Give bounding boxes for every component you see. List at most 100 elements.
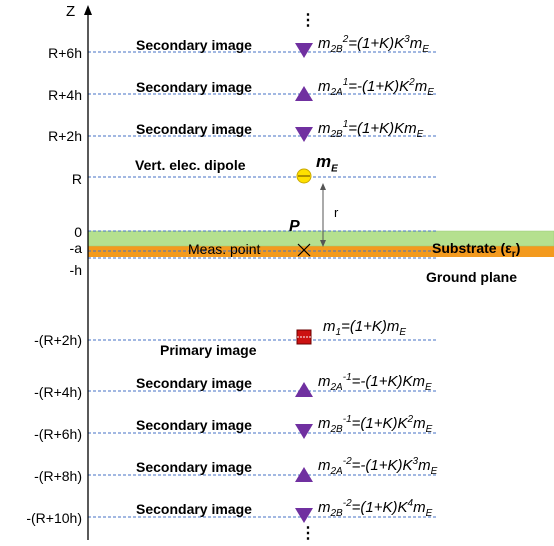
formula-part: =-(1+K)K <box>348 78 410 95</box>
formula-part: -1 <box>342 414 352 425</box>
formula-part: 2 <box>342 34 349 45</box>
formula-part: =(1+K)Km <box>348 120 417 137</box>
formula-part: E <box>399 327 407 338</box>
formula-part: E <box>425 382 432 393</box>
formula-part: 2B <box>330 129 343 140</box>
formula-part: m <box>418 457 431 474</box>
secondary-image-marker-up <box>295 86 313 101</box>
distance-r-label: r <box>334 205 339 220</box>
formula-part: E <box>430 466 438 477</box>
formula-part: 1 <box>335 327 342 338</box>
distance-arrow-top <box>320 183 326 190</box>
dipole-label: Vert. elec. dipole <box>135 157 246 173</box>
formula-part: E <box>416 129 424 140</box>
formula-part: =(1+K)m <box>341 318 400 335</box>
axis-tick-label: -(R+6h) <box>34 426 82 442</box>
substrate-label-text: Substrate (ε <box>432 240 512 256</box>
formula-m2b-1: m2B-1=(1+K)K2mE <box>318 414 432 435</box>
formula-part: m <box>316 152 332 171</box>
axis-tick-label: R <box>71 171 82 187</box>
axis-tick-label: 0 <box>74 224 82 240</box>
formula-part: E <box>427 87 434 98</box>
meas-point-label: Meas. point <box>188 241 261 257</box>
formula-part: 2 <box>407 414 414 425</box>
formula-part: m <box>413 499 426 516</box>
formula-part: m <box>318 120 331 137</box>
secondary-image-label: Secondary image <box>136 79 252 95</box>
axis-tick-label: R+4h <box>48 87 82 103</box>
secondary-image-marker-down <box>295 508 313 523</box>
formula-part: -2 <box>342 456 352 467</box>
formula-part: m <box>414 78 428 95</box>
z-axis-title: Z <box>66 3 76 20</box>
formula-part: 4 <box>407 498 414 509</box>
formula-part: =-(1+K)K <box>351 457 413 474</box>
formula-part: 3 <box>404 34 410 45</box>
formula-part: 2B <box>330 424 343 435</box>
formula-part: m <box>318 78 331 95</box>
formula-part: =(1+K)K <box>348 35 405 52</box>
continuation-dots-bottom: ⋮ <box>300 525 316 542</box>
formula-part: =(1+K)K <box>351 415 408 432</box>
formula-m2a-2: m2A-2=-(1+K)K3mE <box>318 456 437 477</box>
z-axis-arrowhead <box>84 5 92 15</box>
axis-tick-label: -(R+2h) <box>34 332 82 348</box>
substrate-label: Substrate (εr) <box>432 240 520 263</box>
secondary-image-marker-down <box>295 424 313 439</box>
formula-part: m <box>318 415 331 432</box>
formula-m2b-2: m2B-2=(1+K)K4mE <box>318 498 432 519</box>
formula-part: m <box>318 35 331 52</box>
continuation-dots-top: ⋮ <box>300 12 316 29</box>
secondary-image-label: Secondary image <box>136 501 252 517</box>
secondary-image-marker-down <box>295 127 313 142</box>
formula-part: 1 <box>342 119 349 130</box>
formula-part: =-(1+K)Km <box>351 373 425 390</box>
formula-me: mE <box>316 152 338 174</box>
formula-part: E <box>331 163 338 175</box>
axis-tick-label: R+2h <box>48 128 82 144</box>
axis-tick-label: -(R+4h) <box>34 384 82 400</box>
formula-part: 2 <box>409 77 415 88</box>
formula-part: m <box>413 415 426 432</box>
secondary-image-label: Secondary image <box>136 121 252 137</box>
axis-tick-label: -h <box>69 262 82 278</box>
formula-part: E <box>425 424 433 435</box>
substrate-label-sub: r <box>511 248 516 260</box>
axis-tick-label: -a <box>69 240 82 256</box>
secondary-image-label: Secondary image <box>136 459 252 475</box>
formula-part: 2B <box>330 508 343 519</box>
formula-m2a-1: m2A-1=-(1+K)KmE <box>318 372 432 393</box>
secondary-image-marker-down <box>295 43 313 58</box>
formula-part: m <box>318 499 331 516</box>
formula-part: 2A <box>330 466 343 477</box>
formula-part: 2B <box>330 44 343 55</box>
formula-part: m <box>409 35 423 52</box>
formula-part: -2 <box>342 498 352 509</box>
axis-tick-label: R+6h <box>48 45 82 61</box>
formula-part: -1 <box>342 372 352 383</box>
ground-plane-label: Ground plane <box>426 269 517 285</box>
formula-part: =(1+K)K <box>351 499 408 516</box>
formula-part: 2A <box>330 382 343 393</box>
formula-part: 2A <box>330 87 343 98</box>
formula-m1: m1=(1+K)mE <box>323 318 406 338</box>
formula-m2a1: m2A1=-(1+K)K2mE <box>318 77 434 98</box>
axis-tick-label: -(R+10h) <box>26 510 82 526</box>
formula-m2b1: m2B1=(1+K)KmE <box>318 119 423 140</box>
secondary-image-label: Secondary image <box>136 37 252 53</box>
secondary-image-label: Secondary image <box>136 417 252 433</box>
meas-point-cross-b <box>297 243 311 257</box>
secondary-image-label: Secondary image <box>136 375 252 391</box>
formula-m2b2: m2B2=(1+K)K3mE <box>318 34 429 55</box>
formula-part: 3 <box>412 456 419 467</box>
secondary-image-marker-up <box>295 382 313 397</box>
formula-part: E <box>422 44 429 55</box>
distance-arrow-bottom <box>320 240 326 247</box>
formula-part: m <box>323 318 336 335</box>
formula-part: m <box>318 373 331 390</box>
axis-tick-label: -(R+8h) <box>34 468 82 484</box>
formula-part: m <box>318 457 331 474</box>
formula-part: 1 <box>342 77 349 88</box>
